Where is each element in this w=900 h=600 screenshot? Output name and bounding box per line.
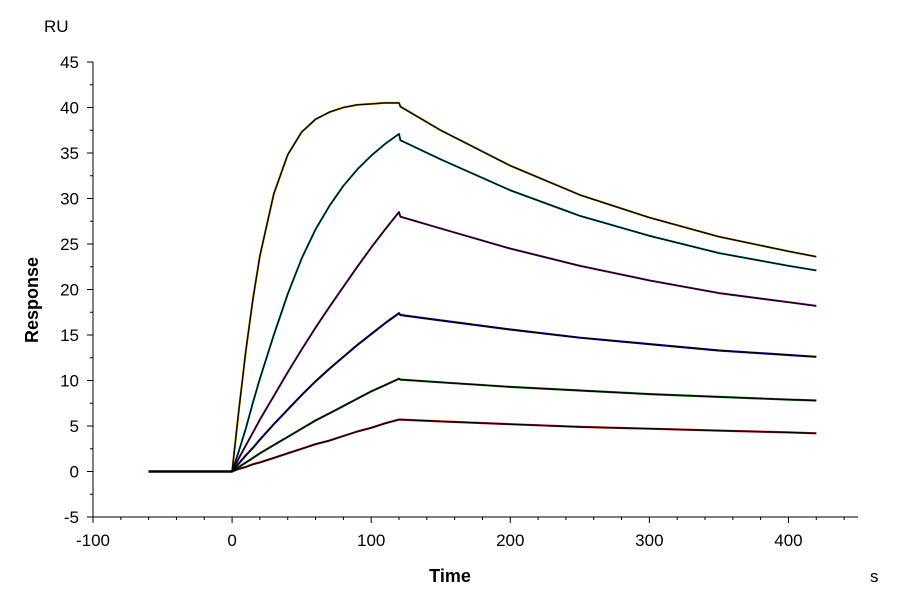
y-tick-label: 45 <box>60 53 79 72</box>
y-axis-title: Response <box>22 257 42 343</box>
series-3-curve <box>148 211 817 473</box>
series-1-fit-line <box>148 102 817 473</box>
series-6-fit-line <box>148 418 817 473</box>
y-tick-label: 10 <box>60 372 79 391</box>
x-axis-title: Time <box>429 566 471 586</box>
y-tick-label: 25 <box>60 235 79 254</box>
x-tick-label: 400 <box>774 531 802 550</box>
y-unit-label: RU <box>44 17 69 36</box>
y-tick-label: 20 <box>60 281 79 300</box>
plot-area <box>148 101 817 473</box>
y-tick-label: 5 <box>70 417 79 436</box>
series-2-curve <box>148 132 817 473</box>
x-unit-label: s <box>870 567 879 586</box>
x-tick-label: 0 <box>227 531 236 550</box>
y-tick-label: 15 <box>60 326 79 345</box>
axes <box>92 62 858 518</box>
y-tick-label: 0 <box>70 463 79 482</box>
y-tick-label: 30 <box>60 190 79 209</box>
x-tick-label: 300 <box>635 531 663 550</box>
ticks: -5 0 5 10 15 20 25 30 35 40 45 -100 0 100 200 300 400 <box>60 53 845 550</box>
x-tick-label: 200 <box>496 531 524 550</box>
y-tick-label: 40 <box>60 99 79 118</box>
series-6-curve <box>148 418 817 473</box>
x-tick-label: 100 <box>357 531 385 550</box>
series-5-curve <box>148 377 817 473</box>
y-tick-label: -5 <box>64 508 79 527</box>
series-5-fit-line <box>148 378 817 473</box>
series-2-fit-line <box>148 133 817 473</box>
series-3-fit-line <box>148 211 817 473</box>
x-tick-label: -100 <box>76 531 110 550</box>
y-tick-label: 35 <box>60 144 79 163</box>
series-4-fit-line <box>148 312 817 473</box>
